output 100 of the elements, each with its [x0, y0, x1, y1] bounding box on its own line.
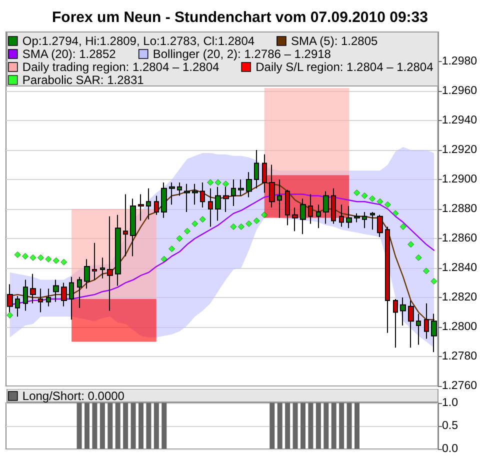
candlestick	[92, 242, 97, 280]
point	[376, 198, 384, 205]
candlestick	[130, 198, 136, 257]
point	[168, 246, 176, 252]
candlestick	[138, 194, 144, 222]
candlestick	[277, 179, 282, 218]
point	[14, 251, 21, 258]
point	[60, 258, 68, 266]
legend-label: SMA (5): 1.2805	[290, 34, 378, 48]
point	[430, 278, 438, 285]
y-tick-label: 1.2880	[442, 203, 478, 215]
candlestick	[362, 211, 367, 229]
point	[261, 212, 268, 218]
candlestick	[308, 194, 313, 224]
point	[361, 192, 368, 199]
candlestick	[123, 194, 128, 257]
candlestick	[377, 214, 383, 238]
point	[199, 216, 206, 223]
legend-label: Daily S/L region: 1.2804 – 1.2804	[256, 60, 434, 74]
candlestick	[107, 216, 113, 312]
legend-label: Op:1.2794, Hi:1.2809, Lo:1.2783, Cl:1.2804	[22, 34, 255, 48]
point	[30, 254, 36, 261]
legend-label: Parabolic SAR: 1.2831	[22, 73, 144, 87]
y-tick-label: 1.2800	[442, 321, 478, 333]
y-tick-label: 1.2980	[442, 56, 478, 68]
candlestick	[53, 279, 59, 302]
point	[408, 241, 414, 248]
candlestick	[431, 313, 437, 353]
legend-label: Long/Short: 0.0000	[22, 389, 125, 403]
candlestick	[370, 211, 375, 230]
candlestick	[238, 179, 244, 196]
point	[400, 223, 406, 230]
point	[214, 179, 222, 186]
point	[415, 254, 422, 261]
y-tick-label: 1.2760	[442, 380, 478, 392]
candlestick	[38, 288, 43, 313]
y-tick-label: 1.2900	[442, 174, 478, 186]
point	[384, 201, 391, 208]
point	[354, 190, 360, 196]
candlestick	[15, 296, 20, 318]
candlestick	[323, 190, 329, 224]
candlestick	[169, 182, 175, 206]
y-tick-label: 1.2960	[442, 85, 478, 97]
candlestick	[30, 273, 36, 304]
candlestick	[331, 188, 336, 224]
candlestick	[208, 188, 213, 228]
candlestick	[84, 258, 90, 290]
point	[238, 223, 244, 230]
point	[37, 254, 44, 261]
candlestick	[400, 297, 406, 326]
candlestick	[100, 257, 105, 279]
y-tick-label: 1.2780	[442, 350, 478, 362]
legend-label: SMA (20): 1.2852	[22, 47, 116, 61]
candlestick	[69, 276, 74, 320]
candlestick	[215, 186, 221, 222]
candlestick	[285, 189, 290, 226]
point	[207, 179, 214, 186]
point	[176, 235, 183, 242]
candlestick	[231, 179, 236, 207]
point	[246, 220, 252, 227]
y-tick-label: 1.0	[442, 397, 458, 409]
candlestick	[416, 313, 421, 346]
candlestick	[393, 298, 398, 348]
point	[222, 180, 230, 188]
point	[160, 256, 168, 262]
y-tick-label: 0.0	[442, 443, 458, 455]
candlestick	[115, 214, 121, 286]
candlestick	[269, 164, 275, 208]
legend-label: Daily trading region: 1.2804 – 1.2804	[22, 60, 220, 74]
candlestick	[246, 172, 252, 198]
chart-title: Forex um Neun - Stundenchart vom 07.09.2010 09:33	[52, 9, 428, 26]
candlestick	[200, 182, 205, 208]
candlestick	[354, 212, 360, 223]
point	[184, 228, 190, 234]
candlestick	[254, 150, 259, 189]
candlestick	[161, 182, 167, 218]
point	[230, 223, 237, 230]
candlestick	[300, 198, 306, 235]
candlestick	[61, 282, 67, 307]
point	[423, 268, 430, 274]
candlestick	[184, 183, 190, 212]
y-tick-label: 1.2840	[442, 262, 478, 274]
candlestick	[292, 207, 298, 232]
y-tick-label: 1.2940	[442, 114, 478, 126]
point	[45, 256, 52, 262]
candlestick	[177, 182, 182, 196]
point	[22, 252, 29, 260]
point	[6, 312, 14, 318]
point	[253, 218, 260, 224]
candlestick	[385, 226, 390, 334]
y-tick-label: 1.2920	[442, 144, 478, 156]
candlestick	[339, 204, 344, 228]
y-tick-label: 0.5	[442, 420, 458, 432]
candlestick	[77, 276, 82, 308]
candlestick	[146, 188, 151, 220]
candlestick	[408, 300, 414, 348]
y-tick-label: 1.2820	[442, 292, 478, 304]
y-tick-label: 1.2860	[442, 232, 478, 244]
candlestick	[23, 279, 28, 312]
point	[52, 257, 60, 264]
